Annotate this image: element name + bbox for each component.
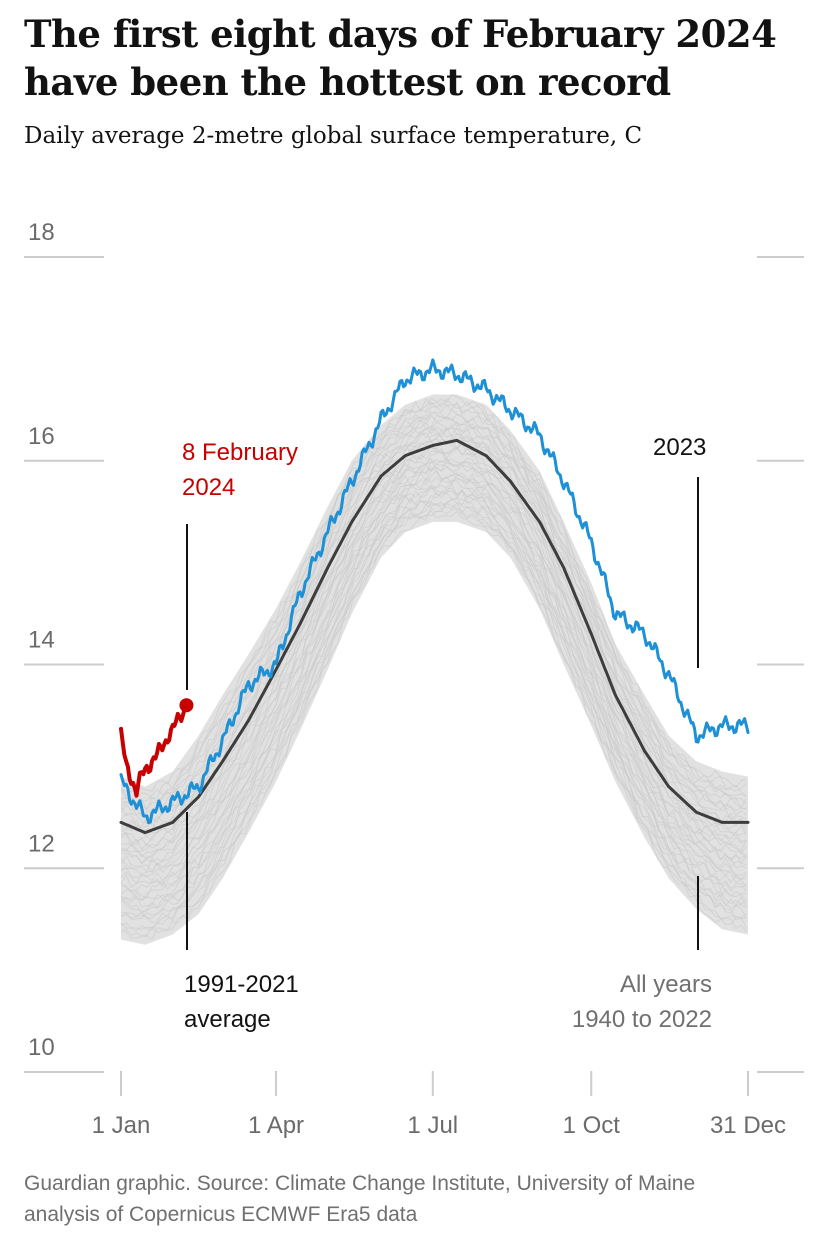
all-years-trace: [120, 403, 747, 811]
chart-title: The first eight days of February 2024 ha…: [24, 10, 804, 106]
y-tick-label-10: 10: [28, 1034, 55, 1061]
source-line-1: Guardian graphic. Source: Climate Change…: [24, 1172, 696, 1195]
source-footer: Guardian graphic. Source: Climate Change…: [24, 1168, 814, 1230]
x-tick-label-31-dec: 31 Dec: [710, 1112, 786, 1139]
y-tick-label-16: 16: [28, 423, 55, 450]
axis-layer: 1 Jan 1 Apr 1 Jul 1 Oct 31 Dec: [92, 1071, 786, 1139]
all-years-label-line2: 1940 to 2022: [572, 1006, 712, 1033]
grid-layer: 10 12 14 16 18: [24, 219, 804, 1073]
all-years-trace: [120, 479, 747, 902]
title-line-1: The first eight days of February 2024: [24, 12, 777, 56]
series-layer: [119, 358, 750, 835]
x-tick-label-1-apr: 1 Apr: [248, 1112, 304, 1139]
series-line-1991-2021-average: [119, 438, 750, 835]
y-tick-label-18: 18: [28, 219, 55, 246]
all-years-trace: [120, 400, 747, 805]
x-tick-label-1-oct: 1 Oct: [563, 1112, 621, 1139]
all-years-trace: [120, 459, 747, 875]
title-line-2: have been the hottest on record: [24, 60, 671, 104]
all-years-trace: [120, 414, 747, 823]
all-years-trace: [120, 482, 747, 908]
all-years-trace: [120, 429, 747, 842]
all-years-trace: [120, 394, 747, 793]
x-tick-label-1-jan: 1 Jan: [92, 1112, 151, 1139]
all-years-trace: [120, 490, 747, 915]
y-tick-label-14: 14: [28, 627, 55, 654]
all-years-trace: [120, 470, 747, 892]
all-years-trace: [120, 506, 747, 937]
feb8-2024-marker: [179, 698, 194, 713]
all-years-trace: [120, 486, 747, 912]
chart-subtitle: Daily average 2-metre global surface tem…: [24, 123, 643, 149]
series-line-2024: [119, 706, 189, 798]
feb8-label-line1: 8 February: [182, 439, 298, 466]
y2023-label: 2023: [653, 434, 706, 461]
all-years-trace: [120, 501, 747, 930]
all-years-trace: [120, 397, 747, 800]
x-tick-label-1-jul: 1 Jul: [407, 1112, 458, 1139]
all-years-trace: [120, 474, 747, 899]
all-years-layer: [120, 394, 748, 945]
all-years-trace: [120, 478, 747, 901]
y-tick-label-12: 12: [28, 830, 55, 857]
all-years-trace: [120, 457, 747, 873]
average-label-line2: average: [184, 1006, 271, 1033]
all-years-label-line1: All years: [620, 971, 712, 998]
annotation-layer: 8 February 2024 2023 1991-2021 average A…: [182, 434, 712, 1033]
series-line-2023: [119, 358, 750, 825]
all-years-trace: [120, 450, 747, 865]
average-label-line1: 1991-2021: [184, 971, 299, 998]
source-line-2: analysis of Copernicus ECMWF Era5 data: [24, 1203, 418, 1226]
all-years-trace: [120, 447, 747, 864]
feb8-label-line2: 2024: [182, 474, 235, 501]
all-years-trace: [120, 497, 747, 921]
